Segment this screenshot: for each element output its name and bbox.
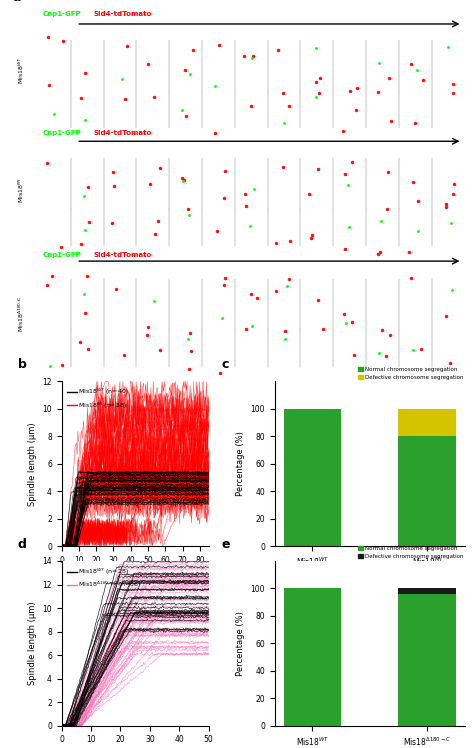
Text: d: d [18,538,27,551]
Legend: Mis18$^{WT}$ (n=28), Mis18$^{Δ180-C}$ (n=56): Mis18$^{WT}$ (n=28), Mis18$^{Δ180-C}$ (n… [65,564,145,593]
Text: Cnp1-GFP: Cnp1-GFP [42,130,81,136]
X-axis label: Time (min): Time (min) [112,570,158,579]
Text: 21 min: 21 min [345,11,374,20]
Text: Sid4-tdTomato: Sid4-tdTomato [93,130,152,136]
Text: Mis18$^{MI}$: Mis18$^{MI}$ [16,178,26,203]
Text: c: c [222,358,229,371]
Bar [399,436,456,546]
Y-axis label: Spindle length (µm): Spindle length (µm) [27,422,36,506]
Text: Sid4-tdTomato: Sid4-tdTomato [93,252,152,258]
Legend: Mis18$^{WT}$ (n=40), Mis18$^{MI}$ (n=58): Mis18$^{WT}$ (n=40), Mis18$^{MI}$ (n=58) [65,384,132,414]
Text: Mis18$^{WT}$: Mis18$^{WT}$ [16,56,26,84]
Text: Mis18$^{Δ180‑C}$: Mis18$^{Δ180‑C}$ [16,295,26,331]
Y-axis label: Percentage (%): Percentage (%) [236,611,245,675]
Text: Sid4-tdTomato: Sid4-tdTomato [93,11,152,17]
Y-axis label: Spindle length (µm): Spindle length (µm) [27,601,36,685]
Text: 44 min: 44 min [345,130,374,139]
Legend: Normal chromosome segregation, Defective chromosome segregation: Normal chromosome segregation, Defective… [356,544,465,561]
Text: 38 min: 38 min [345,252,374,261]
Bar [399,594,456,726]
Text: e: e [222,538,230,551]
Text: Cnp1-GFP: Cnp1-GFP [42,252,81,258]
Bar [399,409,456,436]
Bar [283,589,341,726]
Text: b: b [18,358,27,371]
Text: Cnp1-GFP: Cnp1-GFP [42,11,81,17]
Bar [283,409,341,546]
Legend: Normal chromosome segregation, Defective chromosome segregation: Normal chromosome segregation, Defective… [356,364,465,381]
Y-axis label: Percentage (%): Percentage (%) [236,432,245,496]
Bar [399,589,456,594]
Text: a: a [12,0,21,4]
